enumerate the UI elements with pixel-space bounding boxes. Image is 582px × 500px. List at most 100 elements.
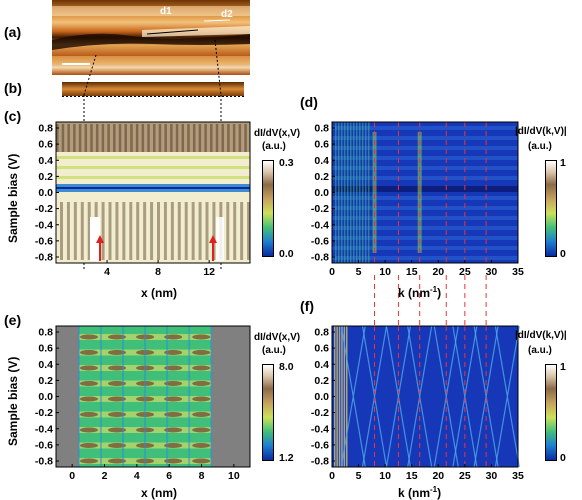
- panel-f-ytick: 0.2: [314, 375, 329, 387]
- panel-f-xtick: 15: [406, 470, 418, 482]
- colorbar-f: [545, 364, 557, 461]
- panel-f-ytick: -0.2: [311, 407, 329, 419]
- panel-d-xtick: 20: [432, 266, 444, 278]
- panel-d-ytick: -0.4: [311, 219, 329, 231]
- panel-f-xtick: 25: [459, 470, 471, 482]
- stm-topography-image: [52, 0, 250, 75]
- panel-f-xtick: 20: [432, 470, 444, 482]
- panel-f-ytick: 0.6: [314, 343, 329, 355]
- colorbar-d: [545, 160, 557, 257]
- panel-f-ytick: 0.0: [314, 391, 329, 403]
- panel-c-ytick: -0.2: [35, 203, 53, 215]
- panel-f-ytick: 0.4: [314, 359, 329, 371]
- panel-c-xtick: 12: [203, 266, 215, 278]
- panel-f-ytick: -0.4: [311, 423, 329, 435]
- panel-e-ytick: -0.2: [35, 407, 53, 419]
- panel-d-ytick: 0.6: [314, 139, 329, 151]
- panel-f-xtick: 0: [329, 470, 335, 482]
- panel-f-xtick: 5: [356, 470, 362, 482]
- panel-d-ytick: -0.8: [311, 252, 329, 264]
- panel-label-d: (d): [300, 94, 318, 110]
- panel-d-xtick: 10: [379, 266, 391, 278]
- d1-line: [146, 29, 199, 35]
- line-strip-image: [62, 82, 244, 97]
- panel-f-xtick: 35: [512, 470, 524, 482]
- colorbar-d-title: |dI/dV(k,V)|: [515, 126, 567, 137]
- panel-d-xtick: 15: [406, 266, 418, 278]
- panel-d-xlabel: k (nm-1): [398, 285, 442, 300]
- d2-line: [203, 19, 231, 22]
- panel-e-ytick: -0.4: [35, 423, 53, 435]
- panel-e-ytick: 0.4: [38, 359, 53, 371]
- colorbar-c-title: dI/dV(x,V): [254, 128, 301, 139]
- panel-c-ytick: -0.8: [35, 252, 53, 264]
- panel-d-xtick: 30: [486, 266, 498, 278]
- panel-d-xtick: 35: [512, 266, 524, 278]
- panel-d-plot: 0.8 0.6 0.4 0.2 0.0 -0.2 -0.4 -0.6 -0.80 5 10 15 20 2…: [311, 121, 524, 278]
- panel-e-ytick: 0.2: [38, 375, 53, 387]
- panel-e-ytick: -0.8: [35, 456, 53, 468]
- colorbar-f-min: 0: [560, 452, 566, 464]
- panel-e-plot: 0.8 0.6 0.4 0.2 0.0 -0.2 -0.4 -0.6 -0.8 0 2 4 6 8 10: [35, 325, 251, 482]
- panel-c-xtick: 8: [155, 266, 161, 278]
- panel-label-f: (f): [300, 298, 314, 314]
- panel-f-xtick: 30: [486, 470, 498, 482]
- panel-c-xlabel: x (nm): [141, 286, 177, 300]
- colorbar-d-unit: (a.u.): [528, 141, 552, 152]
- panel-d-ytick: -0.6: [311, 235, 329, 247]
- panel-e-ytick: 0.8: [38, 327, 53, 339]
- panel-e-ytick: -0.6: [35, 439, 53, 451]
- colorbar-f-max: 1: [560, 361, 566, 373]
- panel-e-xtick: 6: [166, 470, 172, 482]
- panel-e-ytick: 0.0: [38, 391, 53, 403]
- panel-d-xtick: 0: [329, 266, 335, 278]
- panel-c-ytick: 0.2: [38, 171, 53, 183]
- marker-d2: d2: [221, 9, 233, 20]
- panel-label-a: (a): [4, 24, 22, 40]
- panel-f-xlabel: k (nm-1): [398, 485, 442, 500]
- panel-c-plot: 0.8 0.6 0.4 0.2 0.0 -0.2 -0.4 -0.6 -0.8 4 8 12: [35, 121, 251, 278]
- colorbar-e-unit: (a.u.): [262, 345, 286, 356]
- panel-f-ytick: -0.8: [311, 456, 329, 468]
- panel-d-ytick: 0.4: [314, 155, 329, 167]
- colorbar-f-title: |dI/dV(k,V)|: [515, 330, 567, 341]
- panel-f-ytick: -0.6: [311, 439, 329, 451]
- colorbar-e-title: dI/dV(x,V): [254, 332, 301, 343]
- panel-label-c: (c): [4, 108, 22, 124]
- panel-e-ytick: 0.6: [38, 343, 53, 355]
- colorbar-e-max: 8.0: [279, 361, 294, 373]
- panel-e-xtick: 0: [69, 470, 75, 482]
- panel-c-ytick: -0.4: [35, 219, 53, 231]
- panel-d-ytick: 0.2: [314, 171, 329, 183]
- panel-c-ytick: 0.4: [38, 155, 53, 167]
- colorbar-c-min: 0.0: [279, 248, 294, 260]
- panel-f-xtick: 10: [379, 470, 391, 482]
- colorbar-c: [262, 160, 274, 257]
- panel-c-ytick: 0.0: [38, 187, 53, 199]
- panel-c-xtick: 4: [104, 266, 110, 278]
- colorbar-f-unit: (a.u.): [528, 345, 552, 356]
- marker-d1: d1: [160, 6, 172, 17]
- colorbar-d-max: 1: [560, 157, 566, 169]
- colorbar-c-max: 0.3: [279, 157, 294, 169]
- panel-c-ytick: 0.6: [38, 139, 53, 151]
- panel-c-ytick: -0.6: [35, 235, 53, 247]
- panel-e-xlabel: x (nm): [141, 486, 177, 500]
- panel-e-xtick: 10: [228, 470, 240, 482]
- panel-d-xtick: 5: [356, 266, 362, 278]
- panel-f-ytick: 0.8: [314, 327, 329, 339]
- panel-d-xtick: 25: [459, 266, 471, 278]
- panel-e-xtick: 2: [102, 470, 108, 482]
- panel-e-xtick: 8: [199, 470, 205, 482]
- panel-c-ytick: 0.8: [38, 123, 53, 135]
- panel-label-e: (e): [4, 312, 22, 328]
- colorbar-e: [262, 364, 274, 461]
- panel-label-b: (b): [4, 80, 22, 96]
- panel-d-ytick: 0.8: [314, 123, 329, 135]
- colorbar-c-unit: (a.u.): [262, 141, 286, 152]
- colorbar-d-min: 0: [560, 248, 566, 260]
- colorbar-e-min: 1.2: [279, 452, 294, 464]
- panel-d-ytick: 0.0: [314, 187, 329, 199]
- panel-d-ytick: -0.2: [311, 203, 329, 215]
